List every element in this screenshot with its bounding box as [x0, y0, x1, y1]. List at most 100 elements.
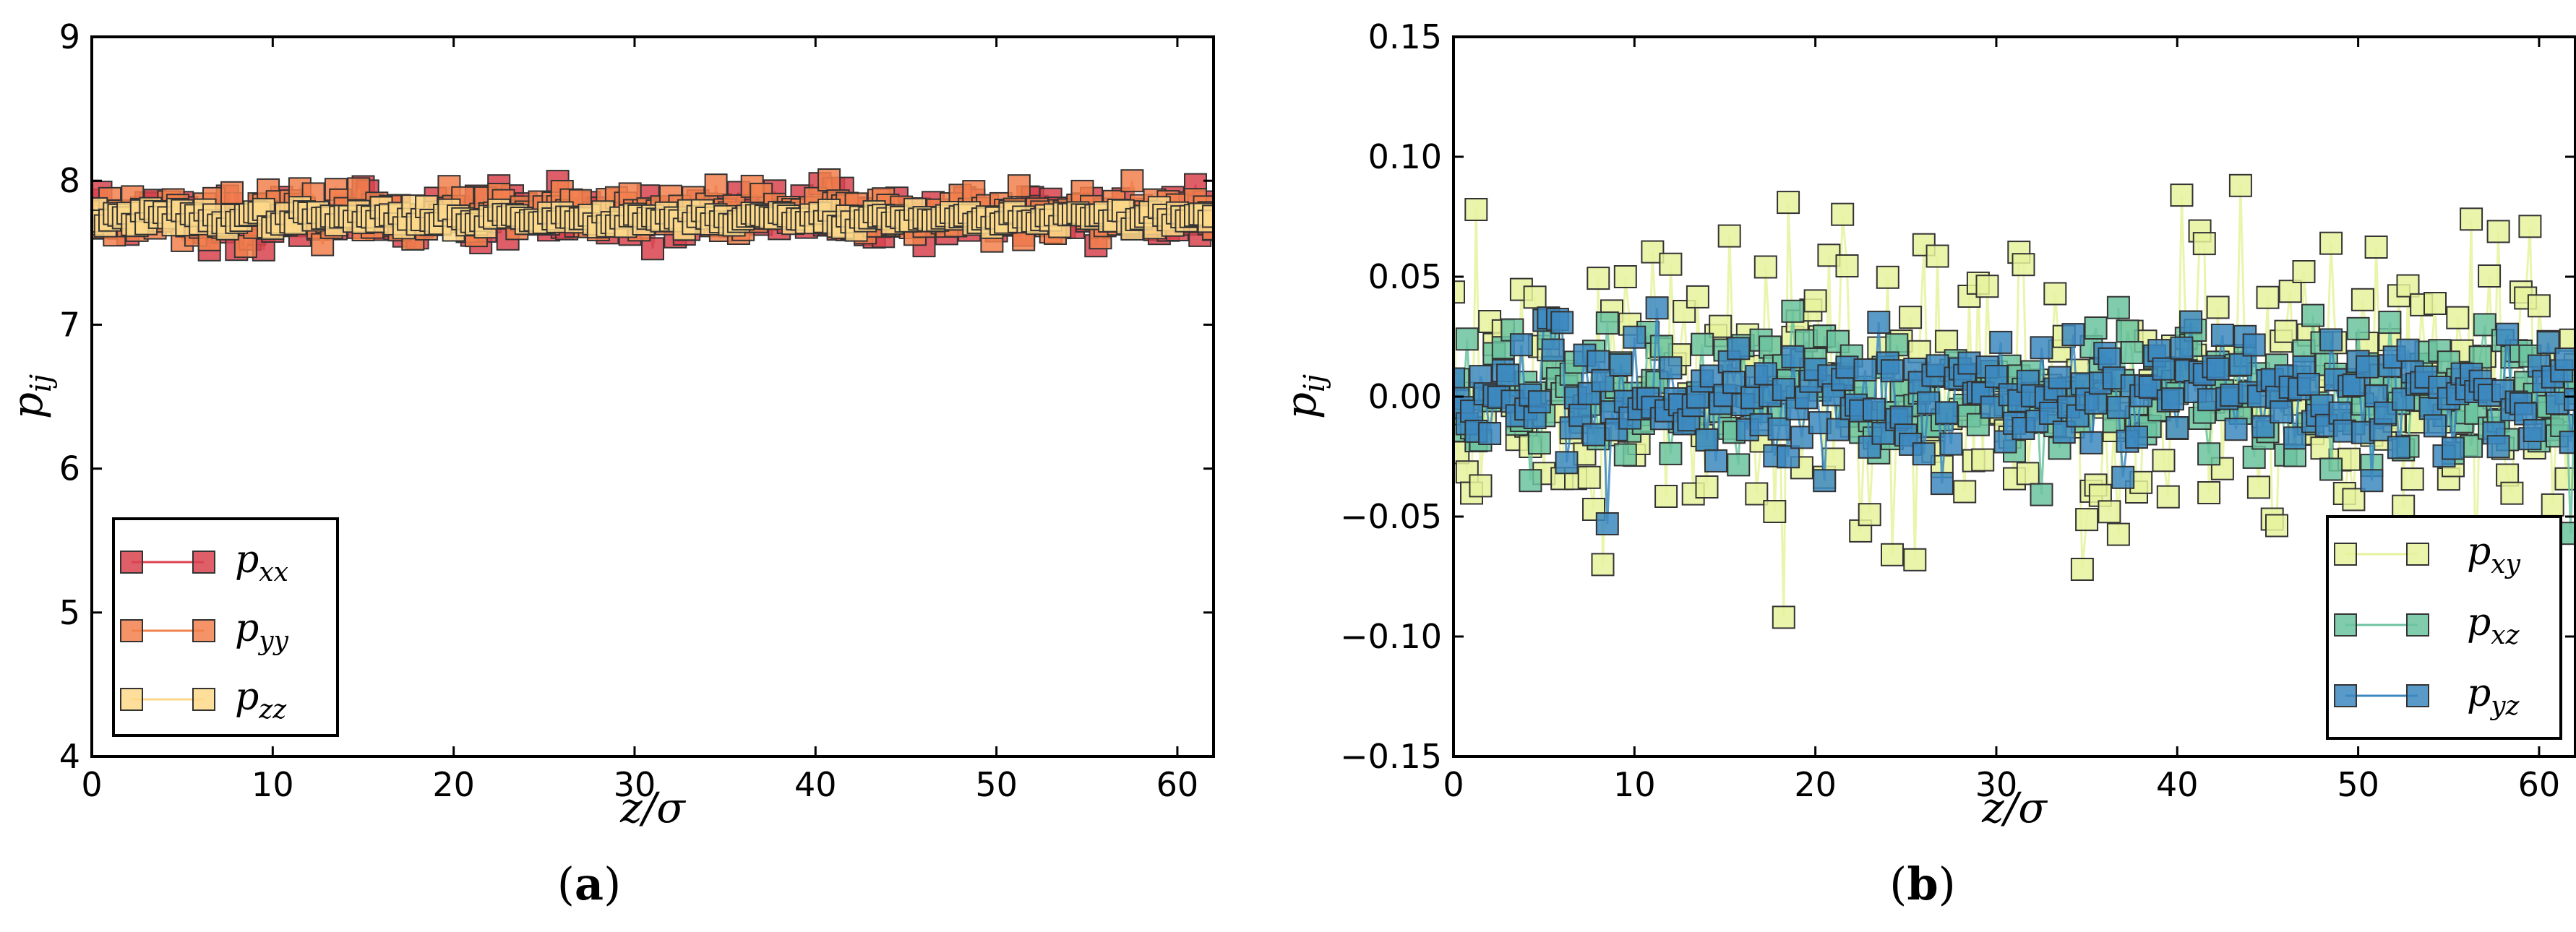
point-xz [1659, 441, 1683, 465]
xlabel-b: z/σ [1981, 783, 2048, 832]
point-xy [1464, 198, 1488, 221]
point-yz [1867, 311, 1891, 335]
point-yz [1509, 333, 1533, 357]
point-xy [1717, 224, 1741, 248]
caption-b: (b) [1889, 858, 1956, 910]
point-xy [1953, 480, 1977, 504]
point-yz [1595, 512, 1619, 535]
point-yz [2564, 387, 2575, 411]
point-yz [1454, 367, 1465, 391]
point-xz [2116, 319, 2139, 343]
point-zz [1202, 204, 1214, 228]
point-xy [2156, 485, 2180, 509]
point-xy [2197, 481, 2221, 504]
point-yz [2061, 323, 2085, 347]
ytick-label: 7 [59, 305, 80, 344]
point-yz [2084, 391, 2108, 415]
legend-entry-xy: pxy [2334, 530, 2521, 579]
legend-marker [120, 619, 143, 642]
legend-marker [192, 688, 215, 711]
legend-marker [2334, 684, 2357, 707]
point-yz [2387, 436, 2410, 459]
legend-marker [2334, 543, 2357, 566]
xtick-label: 60 [2518, 765, 2561, 804]
ytick-label: 0.15 [1368, 17, 1442, 56]
point-xy [1835, 254, 1859, 277]
ticks-b: 0 10 20 30 40 50 60 −0.15 −0.10 −0.05 0.00 0.05 0.10… [1340, 17, 2575, 804]
point-yz [2396, 338, 2420, 362]
point-xz [1595, 311, 1619, 335]
point-xz [2559, 522, 2575, 545]
point-xz [2319, 457, 2343, 481]
point-yz [1863, 397, 1886, 421]
xtick-label: 30 [1975, 765, 2018, 804]
point-xz [1455, 327, 1479, 351]
point-yz [2125, 426, 2148, 449]
legend-marker [2334, 613, 2357, 637]
point-xy [2106, 522, 2130, 546]
xtick-label: 60 [1156, 765, 1199, 804]
ytick-label: 5 [59, 593, 80, 632]
point-yy [220, 181, 244, 204]
point-xz [1519, 469, 1542, 493]
legend-entry-yy: pyy [120, 607, 289, 656]
point-xz [1727, 453, 1751, 477]
point-yz [1568, 403, 1592, 427]
point-xy [1591, 553, 1615, 577]
ytick-label: 4 [59, 737, 80, 776]
ylabel-b: pij [1276, 374, 1331, 419]
point-xz [1691, 332, 1714, 356]
point-yz [2098, 347, 2121, 371]
point-xy [2541, 493, 2564, 517]
xtick-label: 0 [1443, 765, 1464, 804]
point-xz [1613, 443, 1637, 467]
point-xy [1777, 191, 1800, 215]
ytick-label: −0.10 [1340, 617, 1442, 656]
point-xy [2292, 260, 2316, 283]
xtick-label: 50 [2337, 765, 2379, 804]
point-xz [2197, 442, 2221, 466]
point-xz [2378, 311, 2402, 335]
point-yz [2179, 310, 2203, 334]
point-yz [2296, 373, 2320, 396]
point-xy [1831, 202, 1855, 226]
point-yz [1555, 451, 1579, 475]
point-yz [2206, 357, 2230, 381]
point-yz [1790, 426, 1813, 449]
point-xy [2246, 475, 2270, 499]
point-xy [1803, 289, 1827, 313]
legend-entry-zz: pzz [120, 676, 287, 725]
point-yz [2111, 465, 2135, 489]
ytick-label: 0.00 [1368, 377, 1442, 416]
plot-area-b [1454, 173, 2575, 629]
ytick-label: 6 [59, 449, 80, 488]
point-yz [2079, 431, 2103, 454]
point-yz [1930, 472, 1954, 496]
point-yz [2170, 336, 2194, 360]
point-yz [1609, 353, 1633, 376]
ytick-label: 0.10 [1368, 137, 1442, 176]
point-yz [1772, 378, 1795, 402]
point-yz [1659, 356, 1683, 380]
point-xz [2084, 316, 2108, 340]
ytick-label: 0.05 [1368, 257, 1442, 296]
legend-label: pxy [2467, 530, 2521, 579]
point-yz [2442, 436, 2465, 460]
point-xz [2106, 295, 2130, 319]
ytick-label: 9 [59, 17, 80, 56]
point-xy [2500, 481, 2524, 505]
point-yy [817, 168, 841, 191]
legend-marker [192, 551, 215, 574]
point-yz [1478, 422, 1502, 445]
point-yz [1853, 358, 1877, 381]
point-yz [1781, 345, 1805, 368]
point-yz [1582, 423, 1605, 446]
legend-marker [2406, 543, 2429, 566]
point-xy [2098, 500, 2121, 524]
point-yy [1120, 169, 1144, 193]
legend-label: pxz [2467, 601, 2520, 650]
point-yz [2210, 324, 2234, 347]
ylabel-a: pij [3, 374, 58, 419]
point-xy [2016, 462, 2040, 486]
